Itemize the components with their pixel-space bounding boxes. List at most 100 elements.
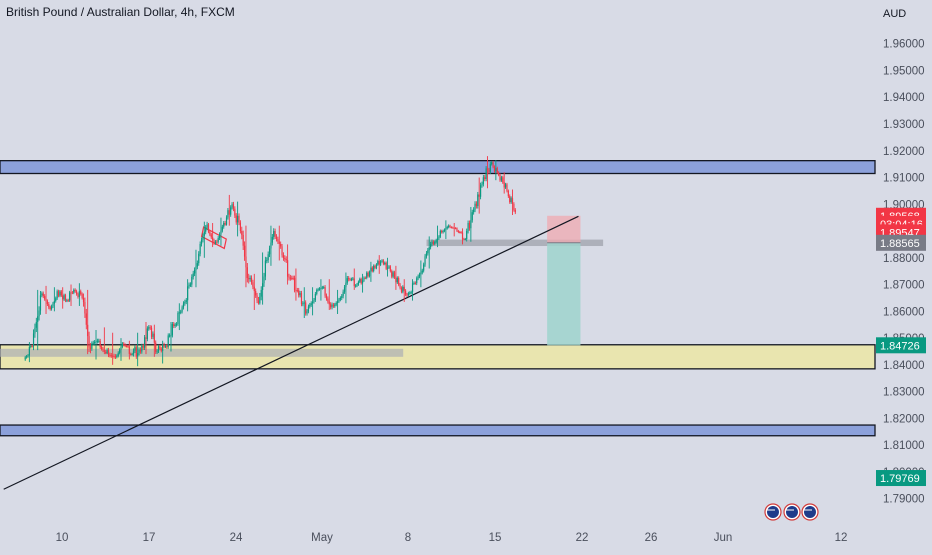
candle-body xyxy=(113,356,115,358)
candle-body xyxy=(388,266,390,268)
candle-body xyxy=(70,292,72,294)
candle-body xyxy=(203,231,205,236)
candle-body xyxy=(382,260,384,264)
candle-body xyxy=(199,243,201,254)
candle-body xyxy=(281,246,283,256)
candle-body xyxy=(389,266,391,272)
candle-body xyxy=(399,284,401,288)
candle-body xyxy=(413,282,415,284)
candle-body xyxy=(366,272,368,278)
candle-body xyxy=(368,271,371,277)
candle-body xyxy=(227,210,229,218)
candle-body xyxy=(453,227,455,229)
candle-body xyxy=(255,291,257,296)
candle-body xyxy=(411,283,414,293)
candle-body xyxy=(463,238,465,240)
candle-body xyxy=(116,355,118,357)
candle-body xyxy=(328,301,330,305)
candle-body xyxy=(511,198,514,205)
candle-body xyxy=(175,324,178,326)
candle-body xyxy=(30,346,32,348)
candle-body xyxy=(60,291,62,296)
candle-body xyxy=(53,300,55,304)
candle-body xyxy=(152,333,154,337)
candle-body xyxy=(467,222,469,232)
candle-body xyxy=(325,295,328,299)
candle-body xyxy=(423,264,425,271)
x-tick-label: 26 xyxy=(645,532,658,544)
candle-body xyxy=(314,293,316,300)
candle-body xyxy=(202,235,204,240)
candle-body xyxy=(156,351,158,353)
candle-body xyxy=(402,286,404,292)
candle-body xyxy=(403,286,405,291)
candle-body xyxy=(309,304,311,307)
candle-body xyxy=(268,248,271,255)
candle-body xyxy=(302,303,304,305)
candle-body xyxy=(166,346,168,348)
candle-body xyxy=(100,347,103,349)
candle-body xyxy=(239,222,242,232)
candle-body xyxy=(409,292,411,294)
candle-body xyxy=(52,303,54,307)
candle-body xyxy=(506,184,508,191)
candle-body xyxy=(491,162,493,165)
candle-body xyxy=(221,226,223,231)
candle-body xyxy=(260,289,262,297)
candle-body xyxy=(160,348,162,351)
candle-body xyxy=(298,290,300,296)
candle-body xyxy=(343,287,346,292)
candle-body xyxy=(114,356,117,358)
candle-body xyxy=(170,335,172,337)
y-tick-label: 1.88000 xyxy=(883,253,925,265)
candle-body xyxy=(171,324,173,336)
candle-body xyxy=(123,343,125,345)
candle-body xyxy=(316,289,318,294)
candle-body xyxy=(39,295,42,311)
candle-body xyxy=(421,270,423,273)
candle-body xyxy=(234,208,236,216)
candle-body xyxy=(507,190,509,197)
candle-body xyxy=(89,347,92,349)
candle-body xyxy=(98,340,100,342)
candle-body xyxy=(109,354,111,356)
candle-body xyxy=(392,272,394,277)
candle-body xyxy=(177,313,179,325)
candle-body xyxy=(264,260,266,277)
candle-body xyxy=(489,164,491,172)
candle-body xyxy=(277,239,279,242)
candle-body xyxy=(28,346,30,356)
x-tick-label: 17 xyxy=(143,532,156,544)
candle-body xyxy=(380,261,382,265)
candle-body xyxy=(431,241,433,245)
support-inner-band xyxy=(0,348,404,357)
candle-body xyxy=(95,341,97,343)
candle-body xyxy=(252,282,254,287)
candle-body xyxy=(127,346,129,348)
price-tag-label: 1.79769 xyxy=(880,473,920,485)
candle-body xyxy=(448,225,450,227)
chart-title: British Pound / Australian Dollar, 4h, F… xyxy=(6,5,235,19)
candle-body xyxy=(334,304,336,307)
candle-body xyxy=(37,316,39,323)
candle-body xyxy=(504,184,507,188)
candle-body xyxy=(56,291,58,299)
candle-body xyxy=(498,172,500,175)
trendline xyxy=(3,215,579,490)
candle-body xyxy=(335,302,337,305)
candle-body xyxy=(142,345,144,348)
candle-body xyxy=(284,258,286,260)
candle-body xyxy=(486,168,489,171)
candle-body xyxy=(282,255,285,259)
candle-body xyxy=(323,287,325,289)
candle-body xyxy=(336,301,339,303)
candle-body xyxy=(396,277,398,283)
candle-body xyxy=(436,238,439,241)
candle-body xyxy=(168,335,171,337)
y-tick-label: 1.83000 xyxy=(883,387,925,399)
candle-body xyxy=(267,254,269,261)
candle-body xyxy=(499,174,501,181)
au-flag-icon xyxy=(767,506,779,518)
